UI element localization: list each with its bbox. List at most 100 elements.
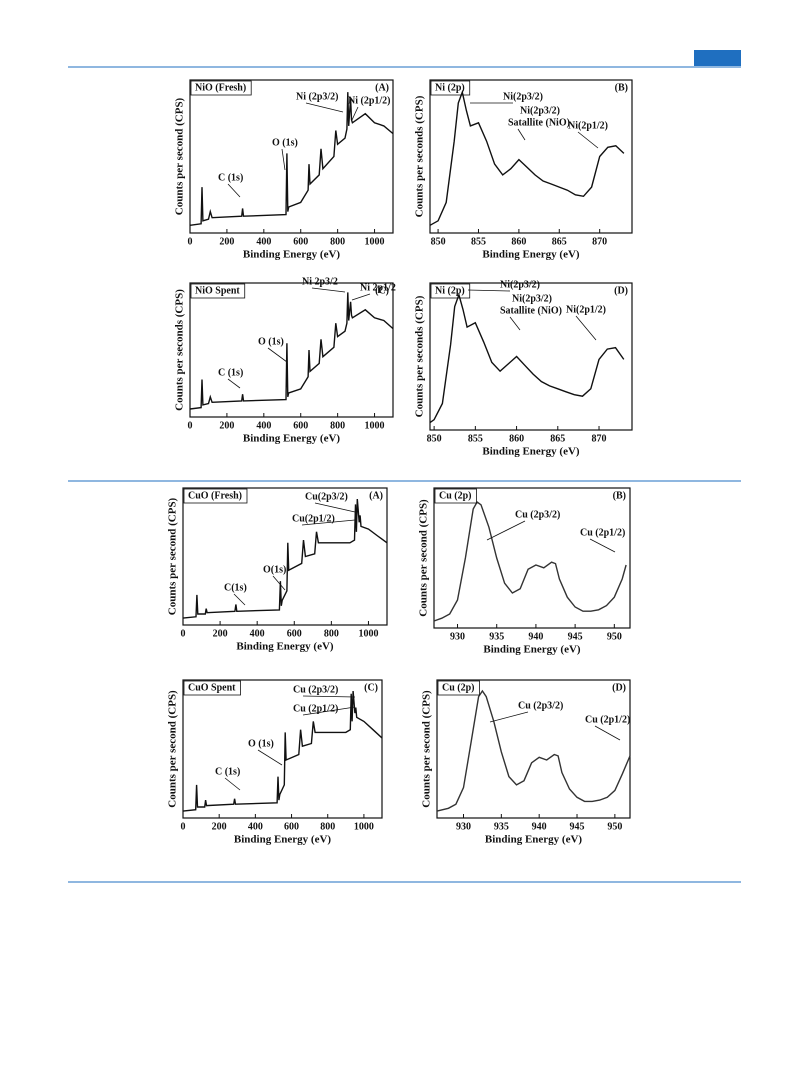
x-tick-label: 930 — [450, 631, 465, 642]
spectrum-line — [436, 689, 631, 812]
annotation-arrow — [301, 519, 356, 526]
annotation-arrow — [227, 183, 241, 198]
spectrum-line — [433, 500, 627, 622]
x-axis-label: Binding Energy (eV) — [482, 446, 580, 458]
annotation: Ni(2p3/2) — [503, 91, 543, 102]
annotation: C(1s) — [224, 582, 247, 593]
spectrum-line — [189, 92, 394, 226]
x-tick-label: 870 — [592, 433, 607, 444]
annotation-arrow — [351, 106, 359, 121]
annotation-arrow — [302, 695, 356, 698]
annotation: Ni(2p3/2) — [520, 105, 560, 116]
tag-box — [430, 283, 471, 299]
annotation: Ni(2p1/2) — [566, 304, 606, 315]
annotation-arrow — [233, 593, 246, 606]
x-axis-label: Binding Energy (eV) — [236, 641, 334, 653]
annotation: Cu(2p3/2) — [305, 491, 348, 502]
y-axis-label: Counts per seconds (CPS) — [414, 295, 426, 417]
annotation: C (1s) — [215, 766, 240, 777]
annotation: O (1s) — [248, 738, 274, 749]
panel-letter: (A) — [369, 490, 383, 501]
tag-box — [437, 680, 480, 696]
annotation-arrow — [281, 148, 286, 171]
x-axis-label: Binding Energy (eV) — [485, 834, 583, 846]
panel-letter: (C) — [375, 285, 389, 296]
x-tick-label: 800 — [330, 236, 345, 247]
x-tick-label: 940 — [528, 631, 543, 642]
panel-tag: Ni (2p) — [435, 285, 465, 296]
tag-box — [183, 680, 241, 696]
x-tick-label: 930 — [456, 821, 471, 832]
annotation-arrow — [311, 287, 346, 293]
annotation: O (1s) — [272, 137, 298, 148]
panel-tag: NiO Spent — [195, 285, 240, 296]
tag-box — [190, 80, 252, 96]
panel-tag: NiO (Fresh) — [195, 82, 246, 93]
annotation-arrow — [351, 293, 371, 301]
annotation-arrow — [302, 706, 356, 716]
panel-tag: Cu (2p) — [442, 682, 475, 693]
annotation: Cu (2p1/2) — [585, 714, 630, 725]
spectrum-line — [429, 89, 625, 226]
plot-frame — [433, 487, 631, 629]
plot-frame — [182, 679, 383, 819]
x-tick-label: 860 — [511, 236, 526, 247]
annotation-arrow — [227, 378, 241, 389]
x-tick-label: 0 — [188, 420, 193, 431]
x-tick-label: 1000 — [365, 236, 385, 247]
x-tick-label: 850 — [427, 433, 442, 444]
x-tick-label: 200 — [219, 420, 234, 431]
x-tick-label: 850 — [431, 236, 446, 247]
panel-letter: (A) — [375, 82, 389, 93]
header-block — [694, 50, 741, 66]
spectrum-line — [182, 690, 383, 812]
annotation-arrow — [467, 289, 511, 292]
annotation: Ni (2p1/2) — [348, 95, 391, 106]
panel-letter: (D) — [614, 285, 628, 296]
annotation-arrow — [517, 128, 526, 141]
annotation: O (1s) — [258, 336, 284, 347]
x-tick-label: 860 — [509, 433, 524, 444]
x-tick-label: 935 — [494, 821, 509, 832]
plot-frame — [429, 79, 633, 234]
annotation: Satallite (NiO) — [508, 117, 570, 128]
annotation: Ni(2p3/2) — [512, 293, 552, 304]
x-tick-label: 935 — [489, 631, 504, 642]
panel-tag: CuO (Fresh) — [188, 490, 242, 501]
annotation: Cu (2p3/2) — [515, 509, 560, 520]
plot-frame — [429, 282, 633, 431]
annotation: C (1s) — [218, 367, 243, 378]
x-tick-label: 0 — [188, 236, 193, 247]
panel-letter: (D) — [612, 682, 626, 693]
x-tick-label: 800 — [324, 628, 339, 639]
x-tick-label: 400 — [256, 420, 271, 431]
x-tick-label: 200 — [219, 236, 234, 247]
annotation: O(1s) — [263, 564, 286, 575]
panel-letter: (B) — [613, 490, 626, 501]
spectrum-line — [189, 292, 394, 410]
panel-letter: (C) — [364, 682, 378, 693]
y-axis-label: Counts per second (CPS) — [418, 499, 430, 617]
annotation-arrow — [575, 315, 597, 341]
annotation: Cu(2p1/2) — [292, 513, 335, 524]
annotation-arrow — [267, 347, 288, 363]
spectrum-line — [429, 292, 625, 424]
panel-tag: CuO Spent — [188, 682, 236, 693]
x-tick-label: 945 — [570, 821, 585, 832]
x-axis-label: Binding Energy (eV) — [483, 644, 581, 656]
y-axis-label: Counts per seconds (CPS) — [174, 289, 186, 411]
annotation-arrow — [509, 316, 521, 331]
annotation-arrow — [577, 131, 599, 149]
x-tick-label: 0 — [181, 821, 186, 832]
annotation: C (1s) — [218, 172, 243, 183]
annotation: Ni(2p3/2) — [500, 279, 540, 290]
x-tick-label: 800 — [320, 821, 335, 832]
x-tick-label: 800 — [330, 420, 345, 431]
x-tick-label: 950 — [607, 631, 622, 642]
x-tick-label: 865 — [552, 236, 567, 247]
x-tick-label: 950 — [607, 821, 622, 832]
annotation-arrow — [486, 520, 526, 541]
x-tick-label: 945 — [568, 631, 583, 642]
x-tick-label: 940 — [532, 821, 547, 832]
